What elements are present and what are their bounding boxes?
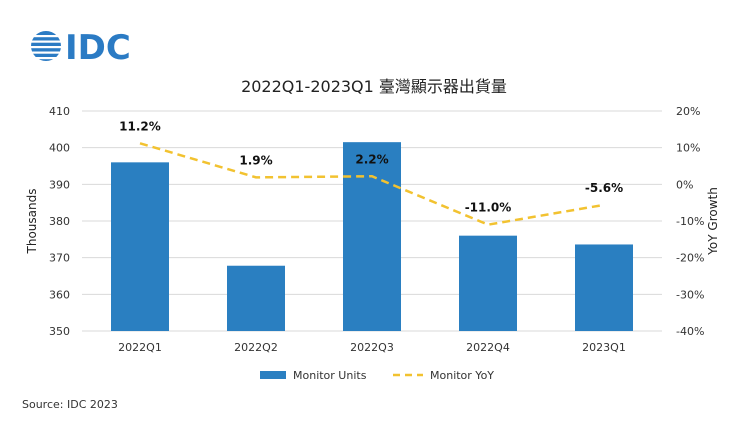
y2-tick-label: -30% xyxy=(676,288,704,301)
data-label: -11.0% xyxy=(465,201,512,215)
idc-logo: IDC xyxy=(30,28,131,68)
y-tick-label: 400 xyxy=(49,142,70,155)
y-axis-title: Thousands xyxy=(25,189,39,255)
globe-icon xyxy=(30,31,62,61)
left-axis-ticks: 350 360 370 380 390 400 410 xyxy=(49,105,70,338)
bar-2022Q3 xyxy=(343,142,401,331)
data-label: -5.6% xyxy=(585,181,623,195)
source-note: Source: IDC 2023 xyxy=(22,398,118,411)
y2-tick-label: -40% xyxy=(676,325,704,338)
y-tick-label: 410 xyxy=(49,105,70,118)
right-axis-ticks: -40% -30% -20% -10% 0% 10% 20% xyxy=(676,105,704,338)
x-tick-label: 2022Q1 xyxy=(118,341,162,354)
data-label: 11.2% xyxy=(119,119,161,133)
yoy-line xyxy=(139,142,605,226)
x-tick-label: 2022Q2 xyxy=(234,341,278,354)
x-tick-label: 2022Q3 xyxy=(350,341,394,354)
legend-label-monitor-units: Monitor Units xyxy=(293,369,367,382)
y2-tick-label: 0% xyxy=(676,178,693,191)
y-tick-label: 360 xyxy=(49,288,70,301)
bar-series xyxy=(111,142,633,331)
chart-title: 2022Q1-2023Q1 臺灣顯示器出貨量 xyxy=(241,77,507,96)
logo-wordmark: IDC xyxy=(65,28,131,68)
line-series: 11.2% 1.9% 2.2% -11.0% -5.6% xyxy=(119,119,623,226)
y2-tick-label: 10% xyxy=(676,142,700,155)
bar-2022Q1 xyxy=(111,162,169,331)
y2-tick-label: 20% xyxy=(676,105,700,118)
y-tick-label: 390 xyxy=(49,178,70,191)
y2-axis-title: YoY Growth xyxy=(706,187,720,256)
y-tick-label: 370 xyxy=(49,252,70,265)
y2-tick-label: -10% xyxy=(676,215,704,228)
legend: Monitor Units Monitor YoY xyxy=(260,369,494,382)
bar-2022Q4 xyxy=(459,235,517,331)
legend-swatch-monitor-units xyxy=(260,371,286,379)
bar-2022Q2 xyxy=(227,265,285,331)
data-label: 1.9% xyxy=(239,153,272,167)
category-axis-ticks: 2022Q1 2022Q2 2022Q3 2022Q4 2023Q1 xyxy=(118,341,626,354)
y-tick-label: 380 xyxy=(49,215,70,228)
y-tick-label: 350 xyxy=(49,325,70,338)
x-tick-label: 2023Q1 xyxy=(582,341,626,354)
legend-label-monitor-yoy: Monitor YoY xyxy=(430,369,494,382)
x-tick-label: 2022Q4 xyxy=(466,341,510,354)
data-label: 2.2% xyxy=(355,152,388,166)
y2-tick-label: -20% xyxy=(676,252,704,265)
bar-2023Q1 xyxy=(575,244,633,331)
